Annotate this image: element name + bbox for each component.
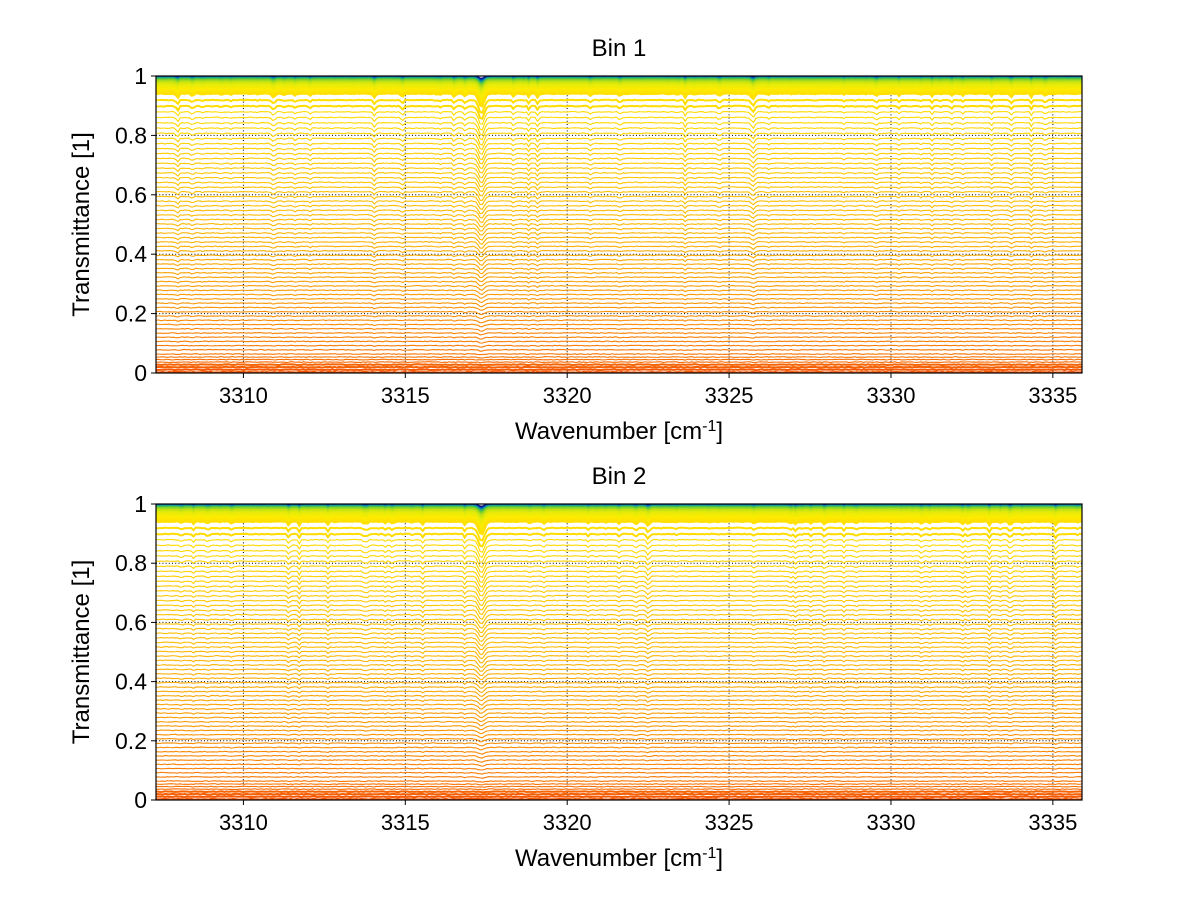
svg-text:3335: 3335: [1028, 810, 1077, 835]
svg-text:3310: 3310: [219, 383, 268, 408]
svg-text:0.6: 0.6: [115, 609, 147, 635]
svg-text:3315: 3315: [381, 383, 430, 408]
svg-text:Wavenumber [cm-1]: Wavenumber [cm-1]: [515, 845, 723, 872]
svg-text:Transmittance [1]: Transmittance [1]: [68, 132, 95, 317]
svg-text:0.6: 0.6: [115, 182, 147, 208]
svg-text:0.2: 0.2: [115, 728, 147, 754]
svg-text:3335: 3335: [1028, 383, 1077, 408]
svg-text:1: 1: [134, 491, 147, 517]
svg-text:1: 1: [134, 63, 147, 89]
svg-text:3310: 3310: [219, 810, 268, 835]
svg-text:3320: 3320: [543, 383, 592, 408]
svg-text:0.2: 0.2: [115, 301, 147, 327]
svg-text:3330: 3330: [866, 810, 915, 835]
svg-text:3325: 3325: [705, 810, 754, 835]
svg-text:3330: 3330: [866, 383, 915, 408]
svg-text:Bin 2: Bin 2: [592, 463, 647, 490]
svg-text:0.4: 0.4: [115, 669, 147, 695]
svg-text:0: 0: [134, 787, 147, 813]
svg-text:3325: 3325: [705, 383, 754, 408]
svg-text:0.8: 0.8: [115, 122, 147, 148]
svg-text:0.8: 0.8: [115, 550, 147, 576]
svg-text:Transmittance [1]: Transmittance [1]: [68, 560, 95, 745]
svg-text:3315: 3315: [381, 810, 430, 835]
svg-text:0.4: 0.4: [115, 241, 147, 267]
svg-text:3320: 3320: [543, 810, 592, 835]
svg-text:Wavenumber [cm-1]: Wavenumber [cm-1]: [515, 418, 723, 445]
svg-text:0: 0: [134, 360, 147, 386]
svg-text:Bin 1: Bin 1: [592, 35, 647, 62]
